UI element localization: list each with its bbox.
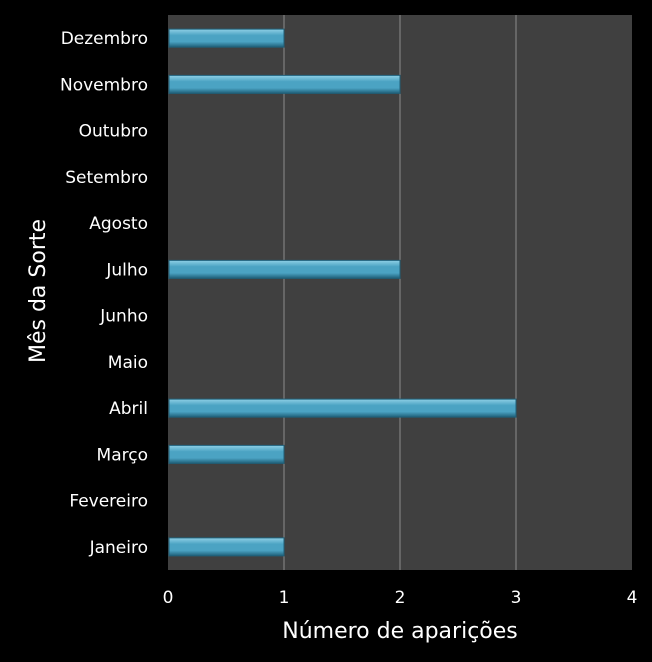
- bar-abril: [168, 398, 517, 418]
- x-tick-label: 0: [163, 588, 174, 608]
- bar-março: [168, 444, 285, 464]
- category-label: Setembro: [65, 168, 148, 188]
- y-axis-title: Mês da Sorte: [26, 219, 51, 363]
- category-label: Março: [97, 445, 148, 465]
- category-label: Fevereiro: [69, 492, 148, 512]
- category-label: Agosto: [89, 214, 148, 234]
- x-tick-label: 3: [511, 588, 522, 608]
- category-label: Novembro: [60, 75, 148, 95]
- bar-julho: [168, 259, 401, 279]
- category-label: Janeiro: [89, 538, 148, 558]
- category-label: Dezembro: [61, 29, 148, 49]
- bars: [168, 28, 517, 557]
- x-tick-labels: 0 1 2 3 4: [163, 588, 638, 608]
- bar-novembro: [168, 74, 401, 94]
- bar-dezembro: [168, 28, 285, 48]
- category-label: Junho: [99, 307, 148, 327]
- gridlines: [283, 15, 517, 570]
- bar-janeiro: [168, 537, 285, 557]
- category-label: Abril: [109, 399, 148, 419]
- x-tick-label: 4: [627, 588, 638, 608]
- category-label: Maio: [108, 353, 148, 373]
- x-axis-title: Número de aparições: [282, 619, 518, 644]
- category-label: Julho: [105, 260, 148, 280]
- x-tick-label: 1: [279, 588, 290, 608]
- category-labels: Janeiro Fevereiro Março Abril Maio Junho Julho…: [60, 29, 148, 558]
- x-tick-label: 2: [395, 588, 406, 608]
- category-label: Outubro: [79, 122, 148, 142]
